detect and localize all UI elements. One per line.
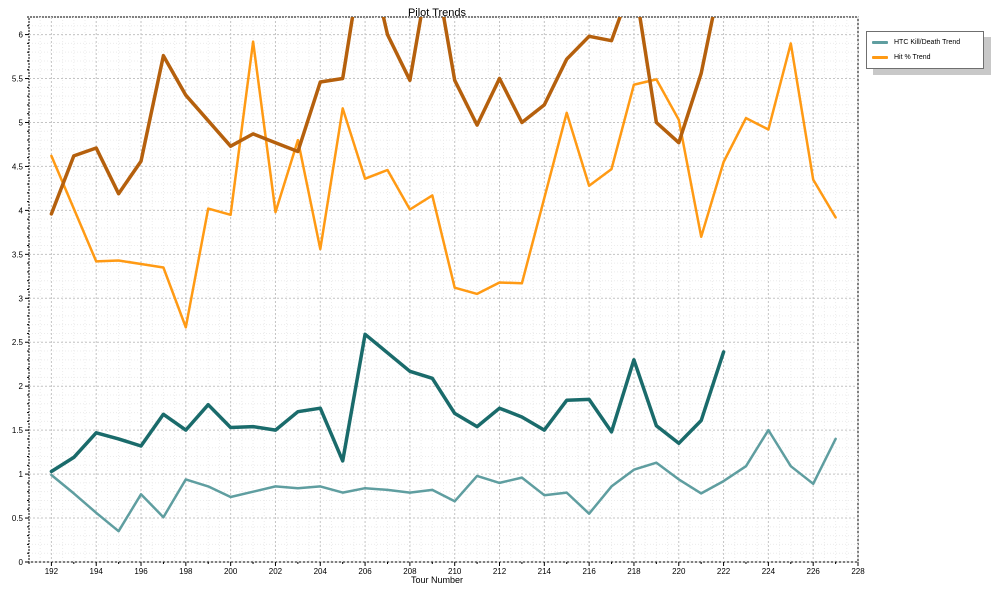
x-tick-label: 196 <box>134 567 148 576</box>
x-tick-label: 224 <box>762 567 776 576</box>
legend-swatch <box>872 55 888 59</box>
legend: HTC Kill/Death Trend Hit % Trend <box>866 31 984 69</box>
x-tick-label: 198 <box>179 567 193 576</box>
x-tick-label: 210 <box>448 567 462 576</box>
x-tick-label: 214 <box>538 567 552 576</box>
legend-item-kill-death: HTC Kill/Death Trend <box>872 35 960 49</box>
y-tick-label: 5.5 <box>12 75 24 84</box>
y-axis: 0 0.5 1 1.5 2 2.5 3 3.5 4 4.5 5 5.5 6 <box>12 16 29 567</box>
y-tick-label: 4 <box>19 206 24 215</box>
y-tick-label: 0 <box>19 558 24 567</box>
y-tick-label: 3.5 <box>12 250 24 259</box>
x-tick-label: 202 <box>269 567 283 576</box>
series-line-1 <box>50 40 837 329</box>
legend-label: Hit % Trend <box>894 53 931 61</box>
x-tick-label: 206 <box>358 567 372 576</box>
x-tick-label: 208 <box>403 567 417 576</box>
y-tick-label: 6 <box>19 31 24 40</box>
x-tick-label: 204 <box>314 567 328 576</box>
major-grid <box>29 17 859 563</box>
legend-swatch <box>872 40 888 44</box>
y-tick-label: 3 <box>19 294 24 303</box>
legend-label: HTC Kill/Death Trend <box>894 38 961 46</box>
legend-box: HTC Kill/Death Trend Hit % Trend <box>866 31 984 69</box>
y-tick-label: 5 <box>19 118 24 127</box>
legend-item-hit-pct: Hit % Trend <box>872 50 931 64</box>
minor-grid <box>28 16 858 562</box>
x-tick-label: 194 <box>90 567 104 576</box>
y-tick-label: 2.5 <box>12 338 24 347</box>
y-tick-label: 1.5 <box>12 426 24 435</box>
x-tick-label: 222 <box>717 567 731 576</box>
x-tick-label: 200 <box>224 567 238 576</box>
x-tick-label: 216 <box>582 567 596 576</box>
x-tick-label: 218 <box>627 567 641 576</box>
series-line-3 <box>49 17 715 216</box>
series-line-0 <box>50 428 837 533</box>
y-tick-label: 0.5 <box>12 514 24 523</box>
series-layer <box>49 17 837 533</box>
x-axis: 192 194 196 198 200 202 204 206 208 210 212 214 216 2… <box>28 562 865 576</box>
y-tick-label: 4.5 <box>12 162 24 171</box>
x-axis-label: Tour Number <box>411 575 463 585</box>
x-tick-label: 226 <box>807 567 821 576</box>
y-tick-label: 1 <box>19 470 24 479</box>
chart-title: Pilot Trends <box>408 7 467 19</box>
y-tick-label: 2 <box>19 382 24 391</box>
x-tick-label: 228 <box>851 567 865 576</box>
x-tick-label: 220 <box>672 567 686 576</box>
series-line-2 <box>49 332 726 474</box>
x-tick-label: 212 <box>493 567 507 576</box>
x-tick-label: 192 <box>45 567 59 576</box>
